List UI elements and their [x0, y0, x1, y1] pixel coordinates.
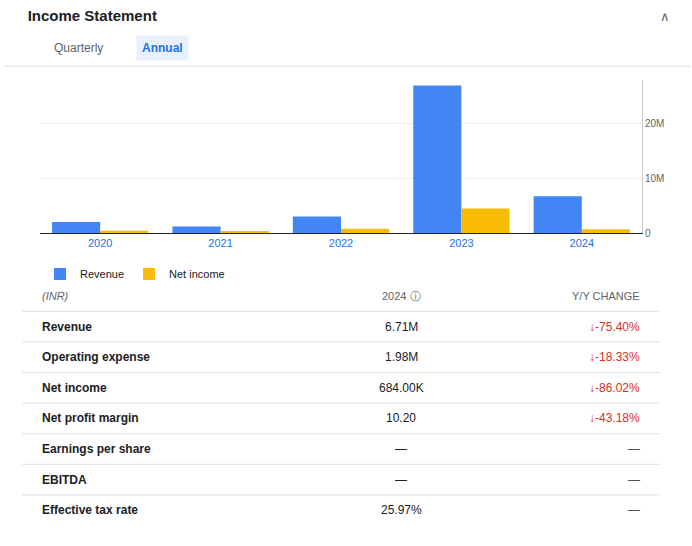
- svg-text:↓-86.02%: ↓-86.02%: [589, 381, 640, 395]
- svg-text:Net income: Net income: [42, 381, 107, 395]
- svg-text:0: 0: [645, 228, 651, 239]
- svg-text:10.20: 10.20: [386, 411, 416, 425]
- svg-text:Net profit margin: Net profit margin: [42, 411, 139, 425]
- svg-text:—: —: [628, 473, 640, 487]
- svg-text:2021: 2021: [208, 237, 232, 249]
- svg-text:∧: ∧: [660, 9, 670, 24]
- svg-text:1.98M: 1.98M: [385, 350, 418, 364]
- svg-text:Net income: Net income: [169, 268, 225, 280]
- svg-text:10M: 10M: [645, 173, 664, 184]
- svg-text:25.97%: 25.97%: [381, 503, 422, 517]
- svg-text:—: —: [395, 473, 407, 487]
- svg-text:2022: 2022: [329, 237, 353, 249]
- svg-text:684.00K: 684.00K: [379, 381, 424, 395]
- svg-text:EBITDA: EBITDA: [42, 473, 87, 487]
- svg-text:—: —: [628, 442, 640, 456]
- svg-text:2024 ⓘ: 2024 ⓘ: [382, 290, 421, 302]
- svg-text:Income Statement: Income Statement: [28, 7, 157, 24]
- svg-text:↓-18.33%: ↓-18.33%: [589, 350, 640, 364]
- svg-text:↓-75.40%: ↓-75.40%: [589, 320, 640, 334]
- svg-text:↓-43.18%: ↓-43.18%: [589, 411, 640, 425]
- svg-text:2023: 2023: [449, 237, 473, 249]
- svg-text:Revenue: Revenue: [42, 320, 92, 334]
- svg-text:2024: 2024: [570, 237, 594, 249]
- svg-text:Operating expense: Operating expense: [42, 350, 150, 364]
- svg-text:(INR): (INR): [42, 290, 69, 302]
- svg-text:Effective tax rate: Effective tax rate: [42, 503, 138, 517]
- svg-text:Y/Y CHANGE: Y/Y CHANGE: [572, 290, 640, 302]
- svg-text:6.71M: 6.71M: [385, 320, 418, 334]
- svg-text:Annual: Annual: [142, 41, 183, 55]
- svg-text:Earnings per share: Earnings per share: [42, 442, 151, 456]
- svg-text:2020: 2020: [88, 237, 112, 249]
- svg-text:—: —: [628, 503, 640, 517]
- svg-text:—: —: [395, 442, 407, 456]
- svg-text:Quarterly: Quarterly: [54, 41, 103, 55]
- svg-text:20M: 20M: [645, 118, 664, 129]
- svg-text:Revenue: Revenue: [80, 268, 124, 280]
